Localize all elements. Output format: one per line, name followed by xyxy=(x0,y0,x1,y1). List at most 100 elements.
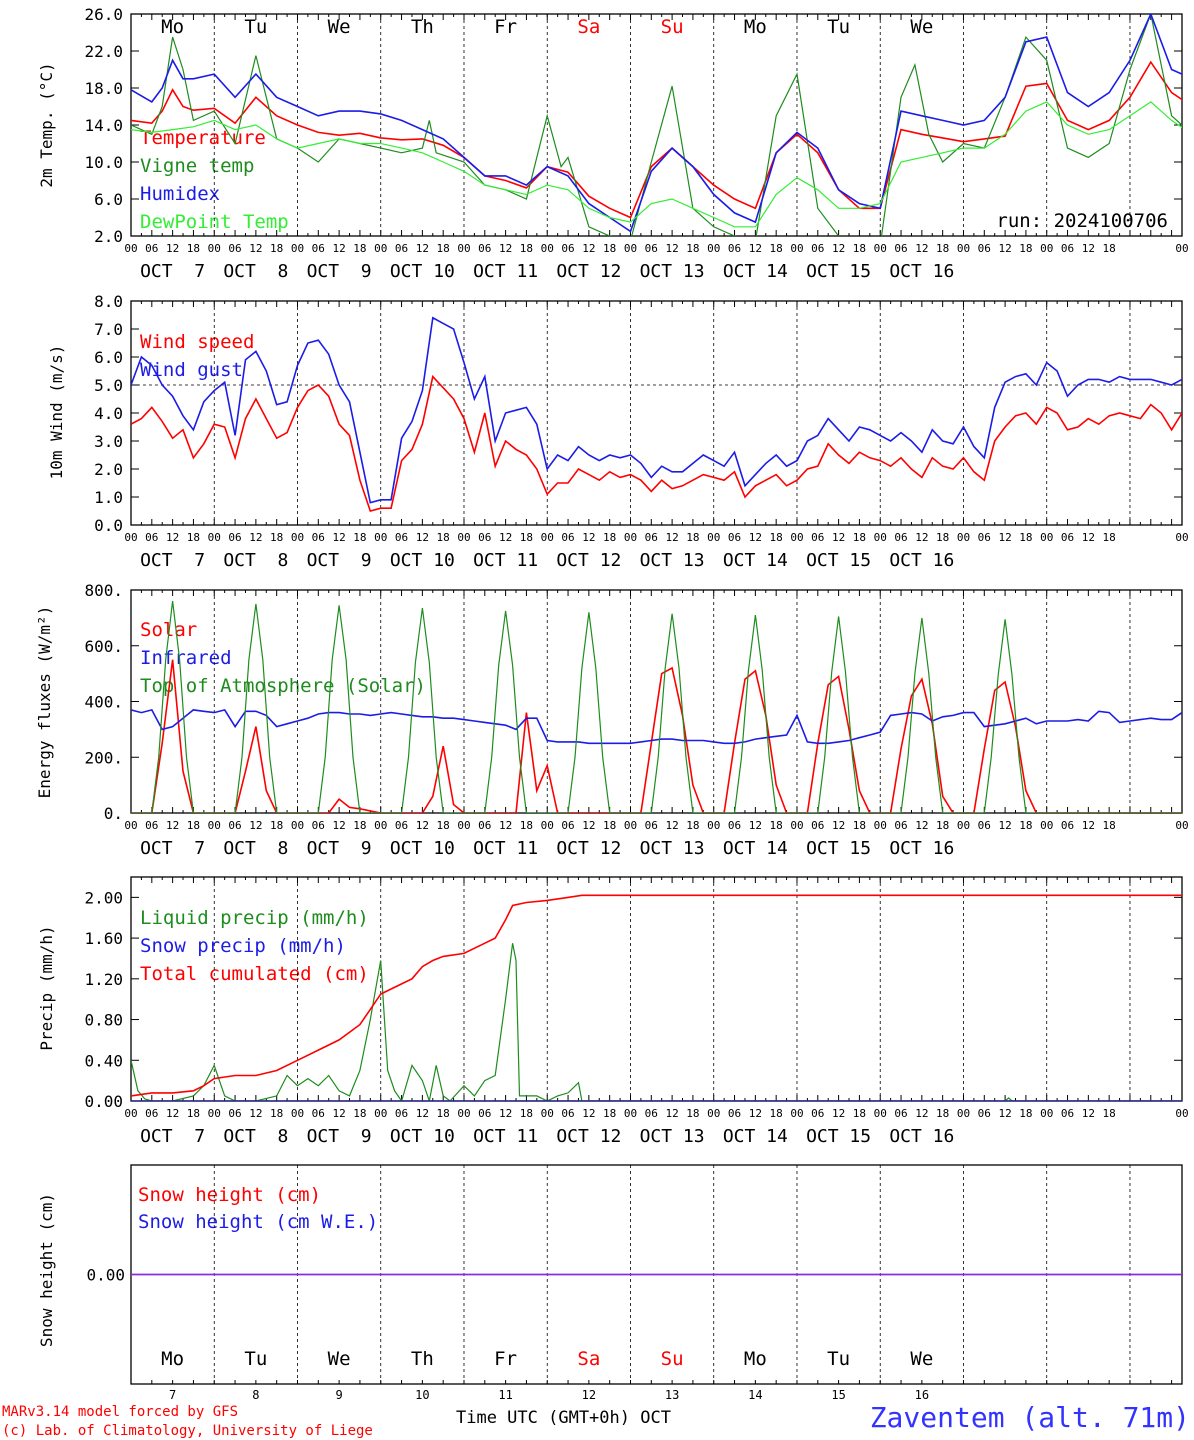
hour-label: 12 xyxy=(499,819,512,832)
hour-label: 00 xyxy=(624,819,637,832)
y-tick-label: 26.0 xyxy=(84,5,123,24)
legend-wind-speed: Wind speed xyxy=(140,331,254,353)
y-tick-label: 3.0 xyxy=(94,432,123,451)
weekday-label: Mo xyxy=(161,1348,184,1370)
footer: MARv3.14 model forced by GFS (c) Lab. of… xyxy=(2,1401,1190,1439)
hour-label: 00 xyxy=(957,242,970,255)
date-label: OCT 10 xyxy=(390,838,455,859)
legend-toa-solar: Top of Atmosphere (Solar) xyxy=(140,675,426,697)
series-line-humidex xyxy=(131,14,1182,233)
hour-label: 18 xyxy=(603,242,616,255)
hour-label: 12 xyxy=(166,242,179,255)
hour-label: 18 xyxy=(187,242,200,255)
series-line-total-cumulated-cm- xyxy=(131,894,1182,1097)
hour-label: 12 xyxy=(915,531,928,544)
hour-label: 12 xyxy=(998,1107,1011,1120)
date-label: OCT 8 xyxy=(223,261,288,282)
y-tick-label: 600. xyxy=(84,637,123,656)
hour-label: 00 xyxy=(457,1107,470,1120)
date-label: OCT 9 xyxy=(307,838,372,859)
hour-label: 00 xyxy=(374,242,387,255)
hour-label: 00 xyxy=(707,531,720,544)
date-label: OCT 10 xyxy=(390,550,455,571)
hour-label: 12 xyxy=(749,531,762,544)
y-tick-label: 18.0 xyxy=(84,79,123,98)
hour-label: 12 xyxy=(332,819,345,832)
hour-label: 06 xyxy=(811,242,824,255)
hour-label: 00 xyxy=(874,242,887,255)
hour-label: 12 xyxy=(832,819,845,832)
date-label: OCT 8 xyxy=(223,838,288,859)
hour-label: 00 xyxy=(1175,242,1188,255)
precip-panel: Precip (mm/h) Liquid precip (mm/h) Snow … xyxy=(37,876,1189,1147)
hour-label: 12 xyxy=(416,819,429,832)
legend-total-cumulated: Total cumulated (cm) xyxy=(140,963,369,985)
series-line-liquid-precip-mm-h- xyxy=(131,943,1182,1101)
hour-label: 00 xyxy=(541,531,554,544)
date-label: OCT 7 xyxy=(140,1126,205,1147)
hour-label: 06 xyxy=(145,531,158,544)
legend-snow-height: Snow height (cm) xyxy=(138,1184,321,1206)
hour-label: 06 xyxy=(478,819,491,832)
hour-label: 12 xyxy=(1082,819,1095,832)
date-label: OCT 16 xyxy=(889,1126,954,1147)
hour-label: 06 xyxy=(728,1107,741,1120)
hour-label: 18 xyxy=(270,242,283,255)
temperature-legend: Temperature Vigne temp Humidex DewPoint … xyxy=(140,127,289,233)
hour-label: 00 xyxy=(291,531,304,544)
weekday-label: We xyxy=(328,1348,351,1370)
hour-label: 18 xyxy=(520,531,533,544)
hour-label: 00 xyxy=(1175,1107,1188,1120)
day-number: 9 xyxy=(336,1388,343,1402)
hour-label: 06 xyxy=(894,819,907,832)
hour-label: 06 xyxy=(811,531,824,544)
date-label: OCT 7 xyxy=(140,550,205,571)
date-label: OCT 13 xyxy=(640,550,705,571)
hour-label: 12 xyxy=(166,531,179,544)
hour-label: 18 xyxy=(187,1107,200,1120)
hour-label: 12 xyxy=(1082,531,1095,544)
hour-label: 00 xyxy=(790,1107,803,1120)
hour-label: 06 xyxy=(978,242,991,255)
y-tick-label: 0.00 xyxy=(84,1092,123,1111)
hour-label: 06 xyxy=(728,242,741,255)
hour-label: 12 xyxy=(249,531,262,544)
hour-label: 00 xyxy=(1175,531,1188,544)
hour-label: 00 xyxy=(208,1107,221,1120)
day-number: 8 xyxy=(252,1388,259,1402)
hour-label: 18 xyxy=(520,1107,533,1120)
y-tick-label: 22.0 xyxy=(84,42,123,61)
hour-label: 06 xyxy=(561,1107,574,1120)
day-number: 13 xyxy=(665,1388,679,1402)
hour-label: 12 xyxy=(582,242,595,255)
weekday-label: Mo xyxy=(744,16,767,38)
hour-label: 12 xyxy=(749,819,762,832)
hour-label: 18 xyxy=(936,242,949,255)
hour-label: 00 xyxy=(624,531,637,544)
legend-snow-precip: Snow precip (mm/h) xyxy=(140,935,346,957)
hour-label: 00 xyxy=(124,242,137,255)
hour-label: 12 xyxy=(499,242,512,255)
hour-label: 06 xyxy=(645,242,658,255)
date-label: OCT 10 xyxy=(390,1126,455,1147)
series-line-wind-speed xyxy=(131,374,1182,512)
hour-label: 06 xyxy=(312,1107,325,1120)
hour-label: 00 xyxy=(291,1107,304,1120)
y-tick-label: 10.0 xyxy=(84,153,123,172)
hour-label: 06 xyxy=(1061,242,1074,255)
date-label: OCT 12 xyxy=(556,261,621,282)
hour-label: 18 xyxy=(603,531,616,544)
weekday-label: Su xyxy=(661,1348,684,1370)
date-label: OCT 14 xyxy=(723,550,788,571)
weekday-label: Su xyxy=(661,16,684,38)
weekday-label: Fr xyxy=(494,16,517,38)
hour-label: 00 xyxy=(874,819,887,832)
energy-panel: Energy fluxes (W/m²) Solar Infrared Top … xyxy=(35,581,1189,859)
hour-label: 06 xyxy=(894,1107,907,1120)
hour-label: 12 xyxy=(998,531,1011,544)
day-number: 12 xyxy=(582,1388,596,1402)
hour-label: 00 xyxy=(208,819,221,832)
date-label: OCT 9 xyxy=(307,550,372,571)
hour-label: 00 xyxy=(457,242,470,255)
hour-label: 12 xyxy=(665,531,678,544)
